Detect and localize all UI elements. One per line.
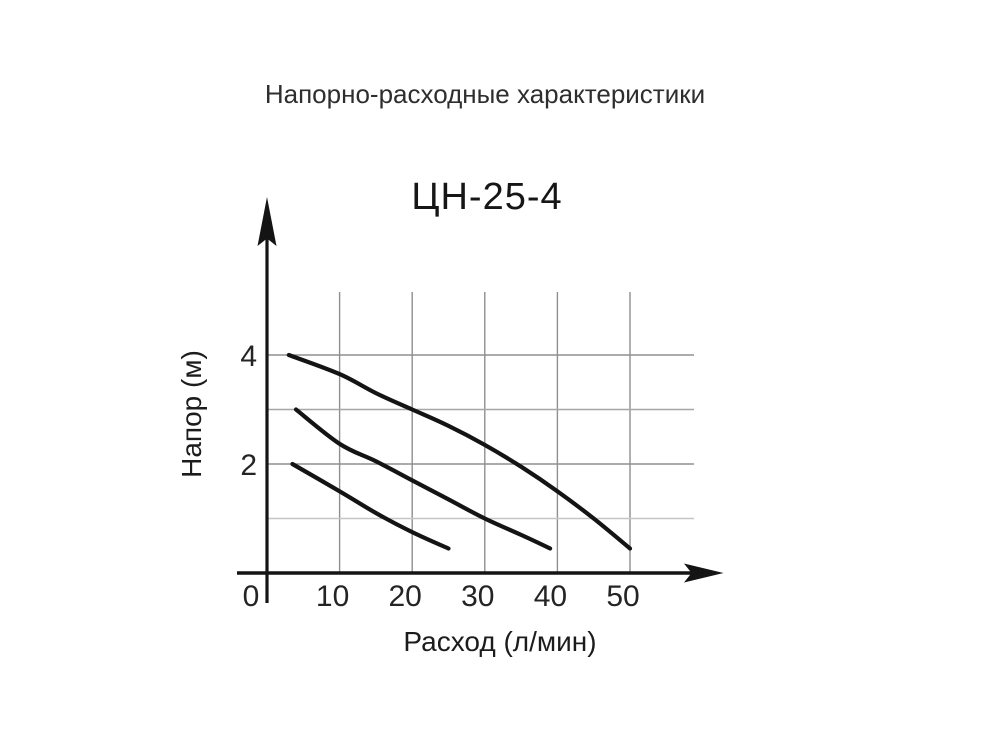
y-tick-label: 4	[240, 340, 257, 373]
grid-layer	[267, 292, 694, 573]
x-tick-label: 10	[316, 580, 349, 613]
figure-title: Напорно-расходные характеристики	[265, 79, 705, 109]
y-axis-arrowhead	[257, 197, 277, 246]
pump-curve-high	[286, 352, 633, 551]
chart-title: ЦН-25-4	[411, 176, 562, 218]
curve-layer	[286, 352, 633, 551]
x-tick-label: 50	[606, 580, 639, 613]
tick-layer: 0 10 20 30 40 50 4 2	[240, 340, 639, 613]
x-axis-arrowhead	[684, 563, 724, 583]
x-axis-label: Расход (л/мин)	[403, 626, 596, 657]
y-tick-label: 2	[240, 449, 257, 482]
x-tick-label: 20	[389, 580, 422, 613]
x-tick-label: 0	[243, 580, 260, 613]
x-tick-label: 40	[534, 580, 567, 613]
y-axis-label: Напор (м)	[176, 350, 207, 478]
axis-layer	[237, 197, 724, 603]
x-tick-label: 30	[461, 580, 494, 613]
pump-curve-low	[290, 461, 451, 551]
pump-curve-mid	[293, 407, 553, 551]
